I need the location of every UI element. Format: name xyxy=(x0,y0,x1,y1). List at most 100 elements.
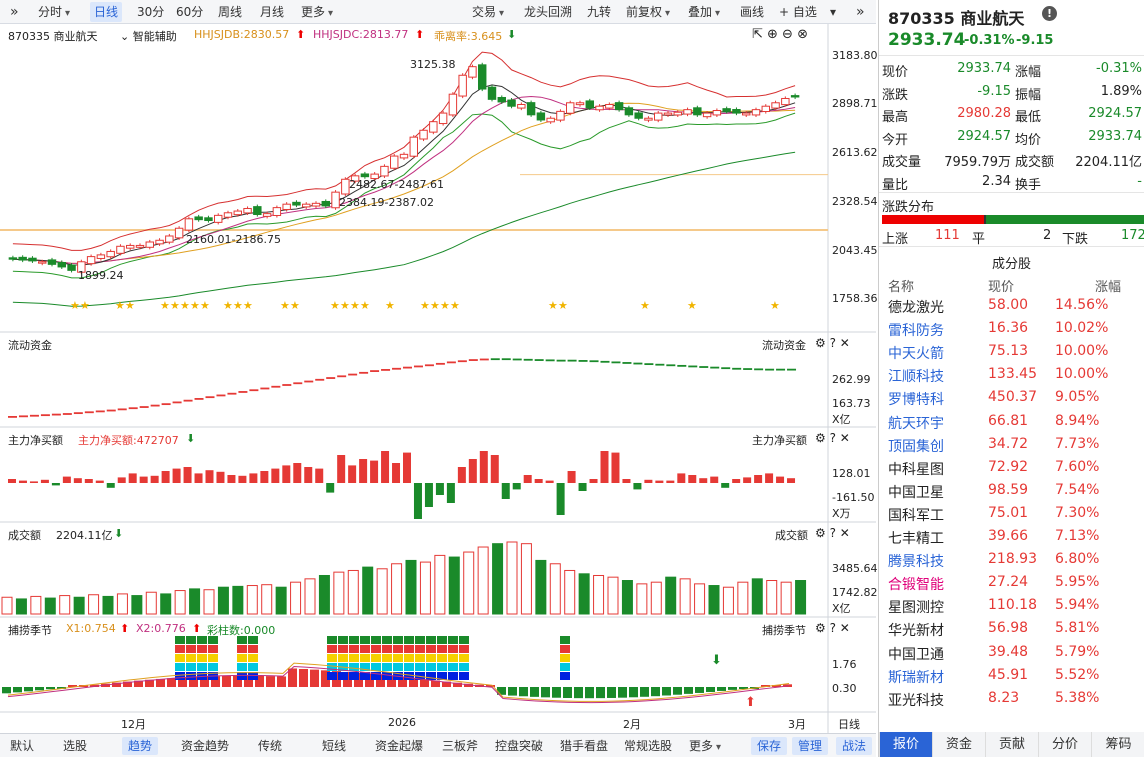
candle-body xyxy=(448,93,458,116)
period-monthly[interactable]: 月线 xyxy=(260,5,285,19)
info-icon[interactable]: ! xyxy=(1042,6,1057,21)
period-weekly[interactable]: 周线 xyxy=(218,5,243,19)
stock-price: 450.37 xyxy=(988,389,1037,406)
stock-row[interactable]: 江顺科技 133.45 10.00% xyxy=(879,364,1144,386)
tab-control-break[interactable]: 控盘突破 xyxy=(495,739,544,753)
down-arrow-icon: ⬇ xyxy=(507,28,517,41)
expand-icon[interactable]: » xyxy=(10,4,19,20)
stock-name[interactable]: 七丰精工 xyxy=(888,531,944,547)
tab-three-axes[interactable]: 三板斧 xyxy=(442,739,479,753)
season-stack xyxy=(459,636,469,644)
stock-name[interactable]: 雷科防务 xyxy=(888,323,944,340)
turnover-bar xyxy=(145,591,157,615)
tab-chips[interactable]: 筹码 xyxy=(1091,732,1144,757)
stock-name[interactable]: 国科军工 xyxy=(888,507,944,524)
stock-row[interactable]: 顶固集创 34.72 7.73% xyxy=(879,434,1144,456)
strategy-button[interactable]: 战法 xyxy=(836,737,873,755)
leader-review-button[interactable]: 龙头回溯 xyxy=(524,5,573,19)
period-60min[interactable]: 60分 xyxy=(176,5,204,19)
season-stack xyxy=(437,654,447,662)
stock-name[interactable]: 顶固集创 xyxy=(888,438,944,455)
smart-assist-toggle[interactable]: ⌄ 智能辅助 xyxy=(120,30,177,43)
turnover-bar xyxy=(448,556,460,615)
stock-row[interactable]: 雷科防务 16.36 10.02% xyxy=(879,318,1144,340)
stock-name[interactable]: 罗博特科 xyxy=(888,392,944,409)
tab-short-term[interactable]: 短线 xyxy=(322,739,347,753)
stock-name[interactable]: 航天环宇 xyxy=(888,415,944,432)
settings-icon[interactable]: ⚙ ? ✕ xyxy=(815,621,850,635)
tab-more[interactable]: 更多 xyxy=(689,737,721,755)
stock-name[interactable]: 星图测控 xyxy=(888,600,944,617)
add-watch-button[interactable]: + 自选 xyxy=(779,5,817,19)
period-more[interactable]: 更多 xyxy=(297,2,337,22)
stock-row[interactable]: 罗博特科 450.37 9.05% xyxy=(879,387,1144,409)
period-intraday[interactable]: 分时 xyxy=(34,2,74,22)
stock-row[interactable]: 星图测控 110.18 5.94% xyxy=(879,595,1144,617)
turnover-bar xyxy=(694,583,706,615)
up-dist-bar xyxy=(882,215,984,224)
netbuy-bar xyxy=(84,479,93,483)
tab-contribution[interactable]: 贡献 xyxy=(985,732,1038,757)
main-chart-controls[interactable]: ⇱ ⊕ ⊖ ⊗ xyxy=(752,27,808,42)
stock-name[interactable]: 亚光科技 xyxy=(888,692,944,709)
stock-row[interactable]: 中科星图 72.92 7.60% xyxy=(879,457,1144,479)
stock-name[interactable]: 中国卫通 xyxy=(888,646,944,663)
stock-name[interactable]: 合锻智能 xyxy=(888,577,944,594)
collapse-icon[interactable]: » xyxy=(856,4,865,20)
tab-quote[interactable]: 报价 xyxy=(879,732,932,757)
stock-name[interactable]: 中国卫星 xyxy=(888,484,944,501)
stock-name[interactable]: 德龙激光 xyxy=(888,300,944,316)
overlay-button[interactable]: 叠加 xyxy=(684,2,724,22)
season-stack xyxy=(371,645,381,653)
turnover-bar xyxy=(275,586,287,615)
stock-row[interactable]: 中国卫星 98.59 7.54% xyxy=(879,480,1144,502)
trade-button[interactable]: 交易 xyxy=(468,2,508,22)
nine-turn-button[interactable]: 九转 xyxy=(587,5,612,19)
stock-name[interactable]: 腾景科技 xyxy=(888,554,944,571)
flow-mark xyxy=(787,368,797,371)
tab-trend[interactable]: 趋势 xyxy=(122,737,159,755)
manage-button[interactable]: 管理 xyxy=(792,737,829,755)
tab-stock-select[interactable]: 选股 xyxy=(63,739,88,753)
stock-row[interactable]: 航天环宇 66.81 8.94% xyxy=(879,411,1144,433)
stock-row[interactable]: 腾景科技 218.93 6.80% xyxy=(879,549,1144,571)
stock-row[interactable]: 中天火箭 75.13 10.00% xyxy=(879,341,1144,363)
stock-row[interactable]: 国科军工 75.01 7.30% xyxy=(879,503,1144,525)
settings-icon[interactable]: ⚙ ? ✕ xyxy=(815,431,850,445)
stock-row[interactable]: 亚光科技 8.23 5.38% xyxy=(879,688,1144,710)
stock-row[interactable]: 合锻智能 27.24 5.95% xyxy=(879,572,1144,594)
x-period-label[interactable]: 日线 xyxy=(838,718,860,731)
settings-icon[interactable]: ⚙ ? ✕ xyxy=(815,526,850,540)
period-daily[interactable]: 日线 xyxy=(90,2,123,22)
stock-row[interactable]: 德龙激光 58.00 14.56% xyxy=(879,295,1144,317)
chart-area[interactable]: ★ ★ ★ ★ ★ ★ ★ ★ ★ ★ ★ ★ ★ ★ ★ ★ ★ ★ ★ ★ ★ ★ ★ ★ ★ ★ ★ ★⬇⬆ xyxy=(0,24,876,733)
stock-name[interactable]: 江顺科技 xyxy=(888,369,944,386)
stock-row[interactable]: 华光新材 56.98 5.81% xyxy=(879,618,1144,640)
quote-value: 2924.57 xyxy=(957,128,1011,144)
adjust-button[interactable]: 前复权 xyxy=(622,2,674,22)
save-button[interactable]: 保存 xyxy=(751,737,788,755)
tab-hunter[interactable]: 猎手看盘 xyxy=(560,739,609,753)
candle-body xyxy=(507,99,516,107)
stock-name[interactable]: 中科星图 xyxy=(888,461,944,478)
stock-row[interactable]: 七丰精工 39.66 7.13% xyxy=(879,526,1144,548)
stock-row[interactable]: 中国卫通 39.48 5.79% xyxy=(879,642,1144,664)
settings-icon[interactable]: ⚙ ? ✕ xyxy=(815,336,850,350)
draw-button[interactable]: 画线 xyxy=(740,5,765,19)
stock-name[interactable]: 中天火箭 xyxy=(888,346,944,363)
stock-name[interactable]: 华光新材 xyxy=(888,623,944,640)
stock-name[interactable]: 斯瑞新材 xyxy=(888,669,944,686)
netbuy-bar xyxy=(457,467,466,483)
tab-normal-select[interactable]: 常规选股 xyxy=(624,739,673,753)
tab-fund[interactable]: 资金 xyxy=(932,732,985,757)
tab-traditional[interactable]: 传统 xyxy=(258,739,283,753)
tab-fund-trend[interactable]: 资金趋势 xyxy=(181,739,230,753)
flow-mark xyxy=(699,366,709,368)
watch-dropdown-icon[interactable]: ▾ xyxy=(830,5,837,19)
candle-body xyxy=(722,108,731,112)
tab-fund-burst[interactable]: 资金起爆 xyxy=(375,739,424,753)
tab-default[interactable]: 默认 xyxy=(10,739,35,753)
stock-row[interactable]: 斯瑞新材 45.91 5.52% xyxy=(879,665,1144,687)
period-30min[interactable]: 30分 xyxy=(137,5,165,19)
tab-price-dist[interactable]: 分价 xyxy=(1038,732,1091,757)
